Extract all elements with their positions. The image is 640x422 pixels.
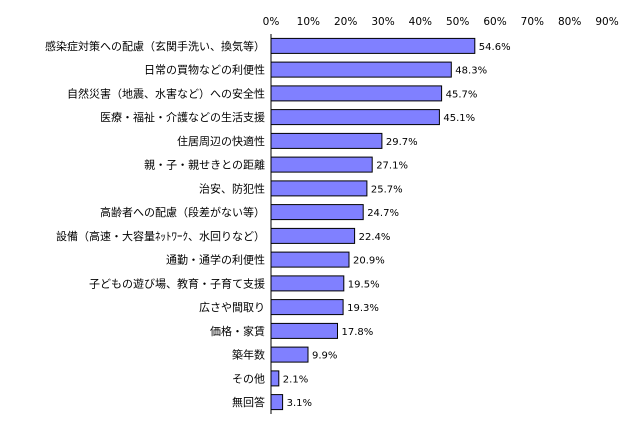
x-tick-label: 0% [263,16,280,28]
bar [270,275,345,292]
category-label: 高齢者への配慮（段差がない等） [100,205,265,219]
data-label: 25.7% [371,184,403,195]
x-tick-label: 50% [446,16,469,28]
bar [270,394,284,411]
data-label: 22.4% [359,232,391,243]
data-label: 9.9% [312,351,337,362]
bar [270,61,452,78]
bar [270,156,373,173]
data-label: 29.7% [386,137,418,148]
category-label: 住居周辺の快適性 [177,134,265,148]
category-label: 無回答 [232,395,265,409]
category-label: 親・子・親せきとの距離 [144,158,265,172]
data-label: 20.9% [353,256,385,267]
data-label: 45.1% [443,113,475,124]
x-tick-label: 70% [521,16,544,28]
data-label: 54.6% [479,42,511,53]
bar [270,251,350,268]
category-label: 通勤・通学の利便性 [166,253,265,267]
category-label: 自然災害（地震、水害など）への安全性 [67,86,265,100]
x-tick-label: 20% [334,16,357,28]
bar [270,322,338,339]
x-tick-label: 60% [483,16,506,28]
data-label: 17.8% [342,327,374,338]
bar [270,204,364,221]
category-label: 広さや間取り [199,301,265,314]
data-label: 48.3% [455,66,487,77]
category-label: 子どもの遊び場、教育・子育て支援 [89,276,265,290]
bar [270,109,440,126]
category-label: 設備（高速・大容量ﾈｯﾄﾜｰｸ、水回りなど） [56,229,265,243]
x-tick-label: 10% [297,16,320,28]
bar [270,37,476,54]
data-label: 27.1% [376,161,408,172]
category-label: 築年数 [232,348,265,362]
bar [270,346,309,363]
data-label: 3.1% [287,398,312,409]
bar [270,85,443,102]
data-label: 19.5% [348,279,380,290]
bar [270,299,344,316]
x-tick-label: 40% [409,16,432,28]
category-label: 感染症対策への配慮（玄関手洗い、換気等） [45,39,265,53]
data-label: 2.1% [283,374,308,385]
bar [270,227,356,244]
x-tick-label: 30% [371,16,394,28]
category-label: 医療・福祉・介護などの生活支援 [100,110,265,124]
category-label: その他 [232,372,265,385]
x-tick-label: 90% [595,16,618,28]
category-label: 治安、防犯性 [199,181,265,195]
data-label: 45.7% [446,89,478,100]
data-label: 24.7% [367,208,399,219]
category-label: 日常の買物などの利便性 [144,63,265,77]
data-label: 19.3% [347,303,379,314]
bar [270,370,280,387]
bar [270,180,368,197]
x-tick-label: 80% [558,16,581,28]
bar [270,132,383,149]
category-label: 価格・家賃 [210,324,265,338]
